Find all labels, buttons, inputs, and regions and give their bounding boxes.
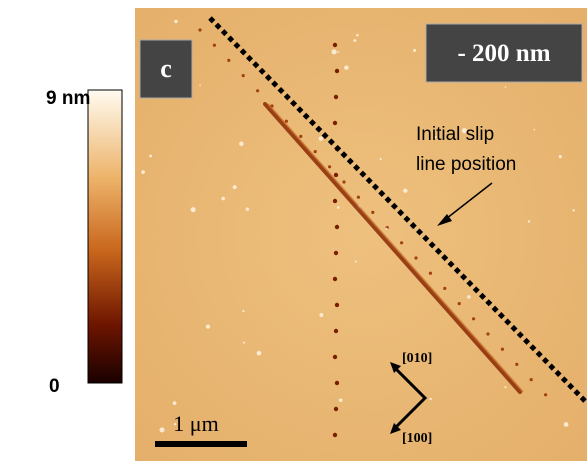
texture-dot bbox=[429, 398, 431, 400]
texture-dot bbox=[319, 136, 323, 140]
texture-dot bbox=[333, 199, 337, 203]
texture-dot bbox=[319, 313, 323, 317]
texture-dot bbox=[472, 317, 475, 320]
texture-dot bbox=[332, 49, 337, 54]
depth-label: - 200 nm bbox=[457, 40, 550, 67]
texture-dot bbox=[221, 197, 225, 201]
texture-dot bbox=[504, 386, 506, 388]
texture-dot bbox=[357, 196, 360, 199]
texture-dot bbox=[334, 407, 338, 411]
texture-dot bbox=[333, 355, 337, 359]
texture-dot bbox=[256, 89, 259, 92]
texture-dot bbox=[414, 256, 417, 259]
colorbar bbox=[88, 90, 122, 383]
texture-dot bbox=[213, 44, 216, 47]
texture-dot bbox=[559, 155, 562, 158]
texture-dot bbox=[243, 342, 245, 344]
texture-dot bbox=[385, 228, 387, 230]
texture-dot bbox=[198, 28, 201, 31]
texture-dot bbox=[429, 272, 432, 275]
texture-dot bbox=[191, 207, 196, 212]
texture-dot bbox=[173, 401, 177, 405]
texture-dot bbox=[174, 20, 178, 24]
texture-dot bbox=[400, 241, 403, 244]
texture-dot bbox=[333, 43, 337, 47]
colorbar-min-label: 0 bbox=[49, 376, 60, 397]
annotation-line: line position bbox=[416, 154, 516, 175]
texture-dot bbox=[355, 261, 357, 263]
texture-dot bbox=[564, 422, 569, 427]
texture-dot bbox=[333, 121, 337, 125]
direction-label: [100] bbox=[402, 431, 432, 446]
texture-dot bbox=[206, 325, 210, 329]
panel-label: c bbox=[160, 54, 172, 83]
texture-dot bbox=[242, 310, 244, 312]
texture-dot bbox=[242, 74, 245, 77]
texture-dot bbox=[339, 398, 343, 402]
texture-dot bbox=[544, 393, 547, 396]
texture-dot bbox=[149, 155, 152, 158]
texture-dot bbox=[458, 302, 461, 305]
texture-dot bbox=[299, 135, 302, 138]
figure: 9 nm 0 c - 200 nm Initial slip line posi… bbox=[0, 0, 587, 461]
colorbar-max-label: 9 nm bbox=[46, 88, 90, 109]
page: {"colorbar": {"max_label": "9 nm", "min_… bbox=[0, 0, 587, 461]
texture-dot bbox=[233, 185, 237, 189]
texture-dot bbox=[534, 129, 536, 131]
texture-dot bbox=[528, 220, 530, 222]
texture-dot bbox=[141, 170, 145, 174]
texture-dot bbox=[356, 34, 359, 37]
texture-dot bbox=[334, 173, 338, 177]
texture-dot bbox=[335, 303, 339, 307]
texture-dot bbox=[353, 39, 356, 42]
texture-dot bbox=[344, 65, 348, 69]
texture-dot bbox=[335, 225, 339, 229]
annotation-line: Initial slip bbox=[416, 124, 494, 145]
texture-dot bbox=[239, 142, 243, 146]
texture-dot bbox=[334, 251, 338, 255]
texture-dot bbox=[314, 150, 317, 153]
texture-dot bbox=[337, 51, 339, 53]
texture-dot bbox=[342, 180, 345, 183]
texture-dot bbox=[334, 95, 338, 99]
texture-dot bbox=[467, 295, 471, 299]
texture-dot bbox=[413, 49, 416, 52]
texture-dot bbox=[328, 165, 331, 168]
texture-dot bbox=[334, 329, 338, 333]
texture-dot bbox=[227, 59, 230, 62]
scale-bar bbox=[155, 441, 247, 447]
scale-bar-label: 1 μm bbox=[173, 411, 218, 436]
texture-dot bbox=[530, 378, 533, 381]
texture-dot bbox=[335, 381, 339, 385]
texture-dot bbox=[246, 208, 249, 211]
texture-dot bbox=[257, 351, 262, 356]
texture-dot bbox=[335, 69, 339, 73]
texture-dot bbox=[333, 277, 337, 281]
texture-dot bbox=[505, 86, 507, 88]
texture-dot bbox=[515, 363, 518, 366]
texture-dot bbox=[337, 206, 340, 209]
texture-dot bbox=[501, 348, 504, 351]
direction-label: [010] bbox=[402, 351, 432, 366]
texture-dot bbox=[572, 209, 574, 211]
texture-dot bbox=[371, 211, 374, 214]
texture-dot bbox=[333, 433, 337, 437]
texture-dot bbox=[486, 332, 489, 335]
texture-dot bbox=[443, 287, 446, 290]
texture-dot bbox=[380, 158, 382, 160]
texture-dot bbox=[403, 189, 407, 193]
texture-dot bbox=[159, 427, 164, 432]
texture-dot bbox=[199, 84, 201, 86]
